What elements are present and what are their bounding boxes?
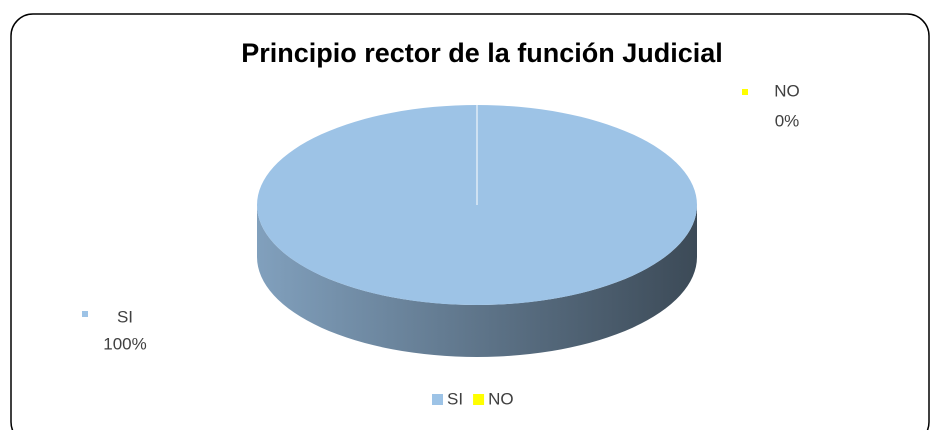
data-label-name: NO (774, 81, 800, 100)
data-label-name: SI (117, 307, 133, 326)
legend-marker (432, 394, 443, 405)
legend-marker (473, 394, 485, 405)
data-label-value: 100% (103, 334, 146, 353)
data-label-value: 0% (775, 111, 800, 130)
pie-side (257, 205, 697, 357)
chart-title: Principio rector de la función Judicial (241, 38, 723, 68)
legend-label: SI (447, 389, 463, 408)
label-key (82, 311, 88, 317)
legend-label: NO (488, 389, 514, 408)
label-key (742, 89, 748, 95)
